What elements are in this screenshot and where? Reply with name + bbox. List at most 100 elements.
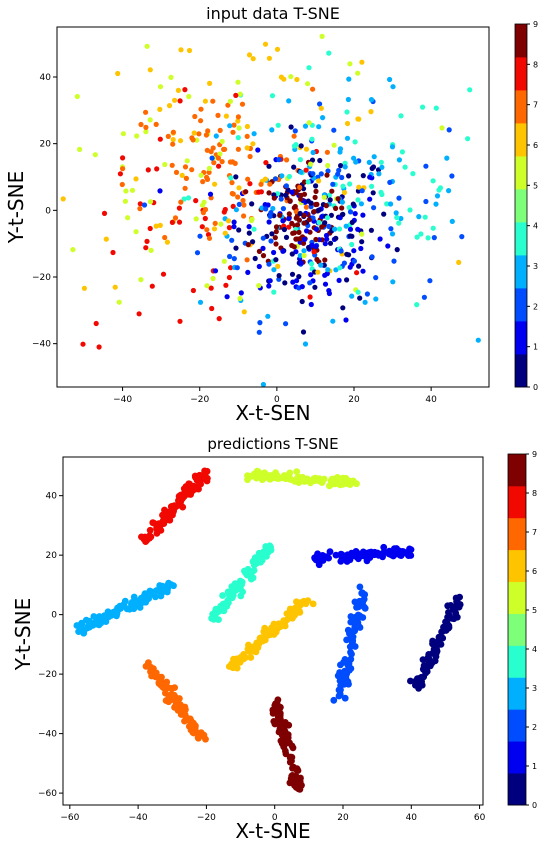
scatter-point	[349, 551, 357, 559]
scatter-point	[70, 247, 76, 253]
scatter-point	[154, 526, 162, 534]
scatter-point	[21, 142, 26, 147]
scatter-point	[163, 678, 171, 686]
scatter-point	[315, 477, 323, 485]
scatter-point	[357, 295, 363, 301]
scatter-point	[277, 212, 283, 218]
scatter-point	[341, 189, 348, 196]
scatter-point	[178, 199, 184, 205]
scatter-point	[299, 298, 305, 305]
scatter-point	[310, 171, 316, 177]
scatter-point	[330, 318, 336, 324]
scatter-point	[197, 480, 205, 488]
scatter-point	[181, 196, 187, 202]
scatter-point	[238, 581, 246, 588]
scatter-point	[250, 561, 258, 569]
scatter-point	[304, 228, 310, 234]
scatter-point	[212, 268, 219, 274]
scatter-point	[152, 673, 160, 681]
scatter-point	[233, 174, 239, 180]
scatter-point	[311, 209, 317, 215]
scatter-point	[110, 249, 116, 256]
scatter-point	[292, 772, 300, 780]
colorbar-segment	[508, 549, 526, 583]
scatter-point	[273, 241, 279, 247]
scatter-point	[297, 210, 303, 217]
scatter-point	[444, 621, 452, 629]
scatter-point	[244, 123, 250, 130]
scatter-point	[147, 67, 153, 73]
scatter-point	[278, 196, 284, 202]
scatter-point	[269, 127, 275, 133]
scatter-point	[230, 129, 236, 135]
colorbar-tick-label: 0	[533, 383, 538, 392]
scatter-point	[245, 176, 251, 182]
scatter-point	[412, 681, 419, 689]
scatter-point	[262, 202, 268, 208]
colorbar-tick-label: 4	[533, 222, 538, 231]
scatter-point	[175, 703, 183, 711]
scatter-point	[228, 265, 234, 271]
scatter-point	[364, 291, 370, 297]
scatter-point	[141, 202, 148, 208]
scatter-point	[160, 587, 168, 594]
plot-frame	[62, 456, 484, 806]
scatter-point	[327, 197, 333, 203]
scatter-point	[100, 616, 107, 624]
scatter-point	[256, 329, 262, 335]
scatter-point	[120, 601, 128, 608]
scatter-point	[244, 133, 250, 139]
colorbar-segment	[515, 288, 527, 322]
colorbar-tick-label: 8	[533, 60, 538, 69]
scatter-point	[207, 80, 213, 86]
colorbar-segment	[515, 222, 527, 256]
scatter-point	[425, 235, 431, 241]
scatter-point	[289, 220, 295, 226]
scatter-point	[247, 654, 255, 661]
scatter-point	[321, 554, 329, 561]
scatter-point	[398, 215, 404, 222]
scatter-point	[355, 197, 361, 203]
scatter-point	[266, 219, 272, 225]
scatter-point	[351, 258, 357, 264]
scatter-point	[182, 87, 188, 93]
scatter-point	[247, 181, 253, 187]
scatter-point	[325, 162, 331, 169]
scatter-point	[227, 123, 233, 129]
scatter-point	[229, 664, 237, 671]
scatter-point	[339, 199, 345, 205]
y-tick-label: 20	[46, 551, 58, 561]
scatter-point	[11, 247, 16, 252]
y-axis-label: Y-t-SNE	[11, 598, 35, 671]
scatter-point	[123, 188, 129, 194]
scatter-point	[157, 136, 163, 142]
scatter-point	[389, 144, 396, 150]
scatter-point	[317, 157, 323, 164]
scatter-point	[354, 614, 362, 622]
scatter-point	[296, 274, 302, 280]
scatter-point	[429, 640, 436, 648]
colorbar-segment	[515, 90, 527, 124]
scatter-point	[275, 122, 281, 128]
scatter-point	[182, 185, 188, 191]
scatter-point	[332, 226, 338, 232]
scatter-point	[302, 236, 308, 242]
colorbar-segment	[515, 189, 527, 223]
colorbar-tick-label: 3	[532, 684, 537, 693]
scatter-point	[399, 149, 405, 155]
scatter-point	[433, 105, 439, 111]
y-tick-label: 20	[40, 140, 52, 150]
scatter-point	[197, 233, 203, 239]
scatter-point	[355, 603, 362, 611]
scatter-point	[111, 609, 119, 617]
y-tick-label: −20	[38, 670, 57, 680]
scatter-point	[308, 301, 314, 308]
scatter-point	[449, 173, 455, 179]
scatter-point	[222, 206, 228, 213]
scatter-point	[244, 145, 250, 151]
scatter-point	[101, 210, 108, 216]
scatter-point	[217, 127, 223, 133]
scatter-point	[169, 219, 175, 225]
scatter-point	[286, 211, 292, 217]
scatter-point	[323, 232, 330, 239]
